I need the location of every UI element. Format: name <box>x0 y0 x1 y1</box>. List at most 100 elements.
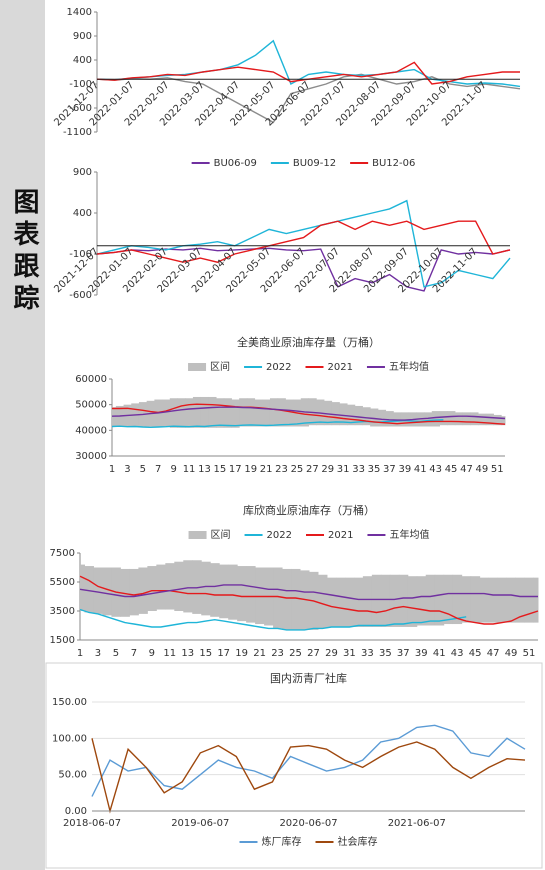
range-band <box>246 398 256 427</box>
series-line <box>112 403 506 425</box>
x-tick-label: 47 <box>487 648 500 659</box>
range-band <box>210 563 220 617</box>
range-band <box>434 574 445 626</box>
y-tick-label: -100 <box>69 249 92 260</box>
x-tick-label: 9 <box>170 464 176 475</box>
range-band <box>93 567 103 614</box>
y-tick-label: 5500 <box>50 577 75 588</box>
x-tick-label: 45 <box>469 648 482 659</box>
range-band <box>317 574 328 629</box>
legend-label: 2022 <box>267 530 292 541</box>
range-band <box>454 412 464 426</box>
range-band <box>273 567 283 629</box>
range-band <box>331 402 340 426</box>
range-band <box>462 412 471 426</box>
x-tick-label: 1 <box>109 464 115 475</box>
range-band <box>269 398 279 427</box>
x-tick-label: 17 <box>229 464 242 475</box>
series-line <box>96 61 520 85</box>
chart-title: 国内沥青厂社库 <box>270 671 347 685</box>
x-tick-label: 23 <box>271 648 284 659</box>
y-tick-label: -1100 <box>63 127 92 138</box>
x-tick-label: 35 <box>368 464 381 475</box>
y-tick-label: 3500 <box>50 606 75 617</box>
series-line <box>79 608 467 631</box>
x-tick-label: 23 <box>275 464 288 475</box>
legend-label: 社会库存 <box>338 835 378 848</box>
x-tick-label: 3 <box>124 464 130 475</box>
range-band <box>255 567 265 625</box>
legend-label: 区间 <box>210 360 230 373</box>
x-tick-label: 45 <box>445 464 458 475</box>
x-tick-label: 2020-06-07 <box>279 818 337 829</box>
range-band <box>80 564 85 611</box>
range-band <box>339 403 348 426</box>
series-line <box>111 406 506 421</box>
chart-title: 库欣商业原油库存（万桶） <box>243 503 375 517</box>
range-band <box>447 411 456 426</box>
range-band <box>120 568 130 617</box>
y-tick-label: 30000 <box>75 451 107 462</box>
range-band <box>228 564 238 620</box>
range-band <box>431 411 440 427</box>
range-band <box>524 577 535 623</box>
range-band <box>237 566 247 622</box>
range-band <box>533 577 539 623</box>
y-tick-label: 400 <box>73 208 92 219</box>
y-tick-label: 60000 <box>75 374 107 385</box>
range-band <box>112 407 117 427</box>
series-line <box>96 220 511 263</box>
x-tick-label: 33 <box>361 648 374 659</box>
range-band <box>515 577 526 623</box>
chart-title: 全美商业原油库存量（万桶） <box>237 335 380 349</box>
x-tick-label: 33 <box>352 464 365 475</box>
x-tick-label: 31 <box>343 648 356 659</box>
range-band <box>353 577 364 627</box>
y-tick-label: 50.00 <box>58 770 87 781</box>
range-band <box>416 576 427 626</box>
range-band <box>223 398 232 428</box>
range-band <box>277 398 286 427</box>
y-tick-label: 40000 <box>75 425 107 436</box>
legend-swatch <box>188 363 207 371</box>
range-band <box>231 399 240 428</box>
range-band <box>323 400 333 426</box>
range-band <box>254 399 263 427</box>
range-band <box>344 577 355 627</box>
x-tick-label: 5 <box>113 648 119 659</box>
range-band <box>192 396 202 428</box>
series-line <box>79 584 538 601</box>
range-band <box>452 574 463 625</box>
range-band <box>443 574 454 625</box>
range-band <box>439 411 448 426</box>
x-tick-label: 41 <box>433 648 446 659</box>
x-tick-label: 27 <box>307 648 320 659</box>
x-tick-label: 51 <box>523 648 536 659</box>
range-band <box>354 405 363 426</box>
range-band <box>370 408 379 427</box>
x-tick-label: 5 <box>140 464 146 475</box>
legend-label: BU09-12 <box>293 158 336 169</box>
x-tick-label: 15 <box>199 648 212 659</box>
y-tick-label: -600 <box>69 103 92 114</box>
range-band <box>506 577 517 623</box>
series-line <box>96 247 511 292</box>
y-tick-label: 1500 <box>50 635 75 646</box>
x-tick-label: 39 <box>398 464 411 475</box>
legend-label: 2022 <box>266 362 291 373</box>
range-band <box>347 404 356 426</box>
range-band <box>485 413 494 426</box>
legend-label: 区间 <box>211 528 231 541</box>
x-tick-label: 11 <box>183 464 196 475</box>
range-band <box>479 577 490 623</box>
range-band <box>377 409 387 427</box>
range-band <box>478 413 487 426</box>
range-band <box>316 399 325 426</box>
range-band <box>497 577 508 623</box>
chart-frame <box>45 662 543 869</box>
series-line <box>79 575 539 625</box>
range-band <box>282 568 292 630</box>
x-tick-label: 41 <box>414 464 427 475</box>
x-tick-label: 17 <box>217 648 230 659</box>
